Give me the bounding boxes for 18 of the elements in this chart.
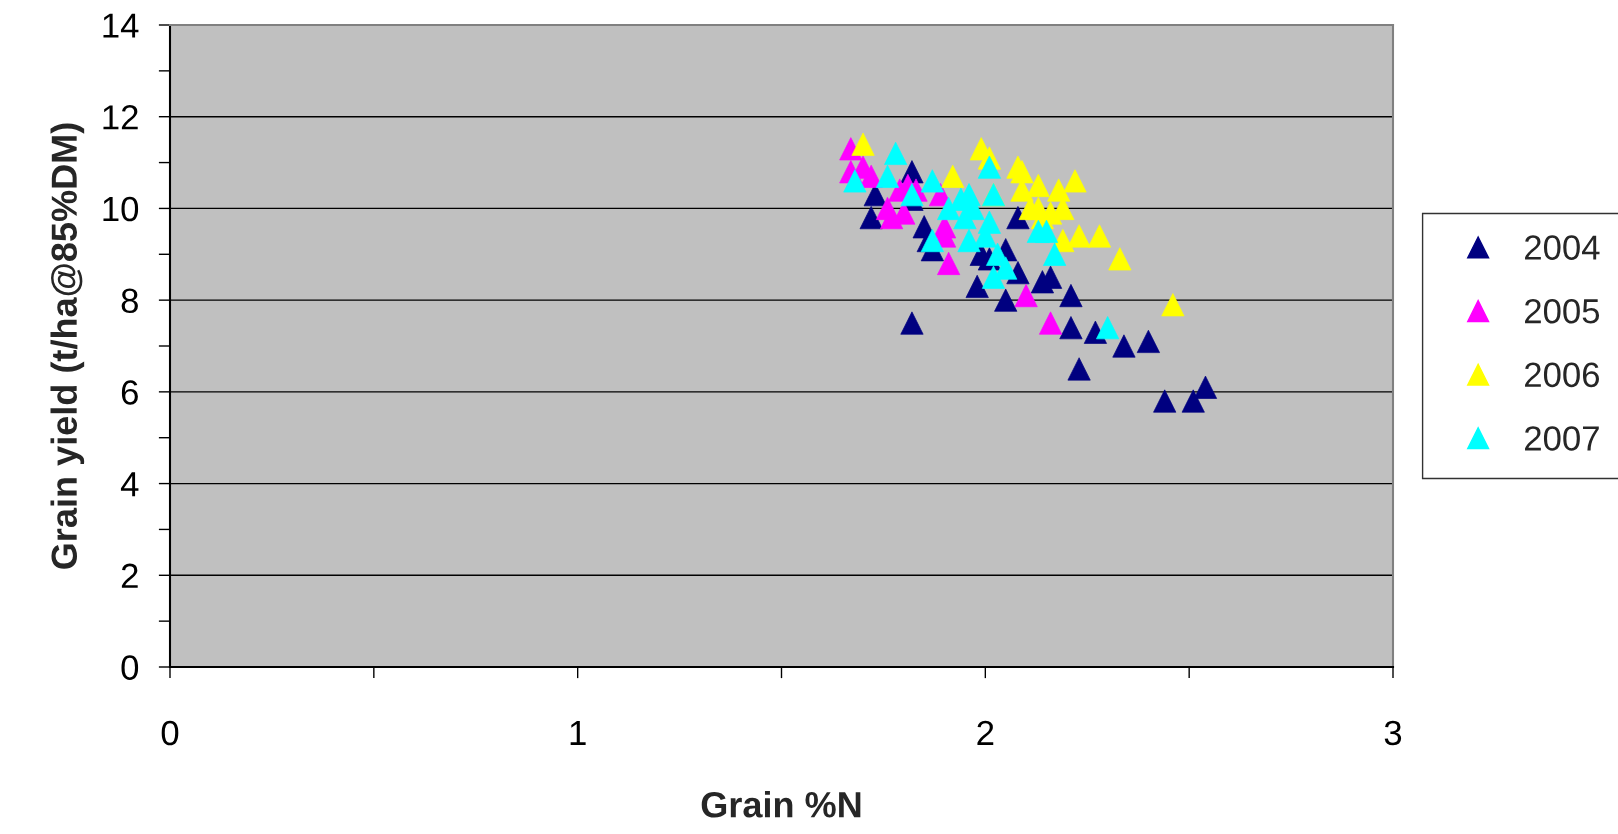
x-axis-title: Grain %N <box>701 791 861 818</box>
y-tick-label: 10 <box>103 196 139 222</box>
x-tick-label: 2 <box>977 720 994 745</box>
y-axis-title: Grain yield (t/ha@85%DM) <box>50 123 85 569</box>
x-tick-label: 1 <box>570 721 586 745</box>
y-tick-label: 0 <box>121 655 139 680</box>
legend-label: 2005 <box>1525 298 1600 324</box>
y-tick-label: 8 <box>121 288 138 314</box>
y-tick-label: 2 <box>121 563 138 588</box>
y-tick-label: 12 <box>103 105 138 130</box>
y-tick-label: 14 <box>103 13 139 38</box>
legend-label: 2004 <box>1525 235 1600 260</box>
legend-label: 2007 <box>1525 426 1599 451</box>
y-tick-label: 4 <box>120 472 139 497</box>
x-tick-label: 3 <box>1384 720 1402 746</box>
x-tick-label: 0 <box>161 720 179 746</box>
y-tick-label: 6 <box>121 380 138 405</box>
legend-label: 2006 <box>1525 362 1599 388</box>
